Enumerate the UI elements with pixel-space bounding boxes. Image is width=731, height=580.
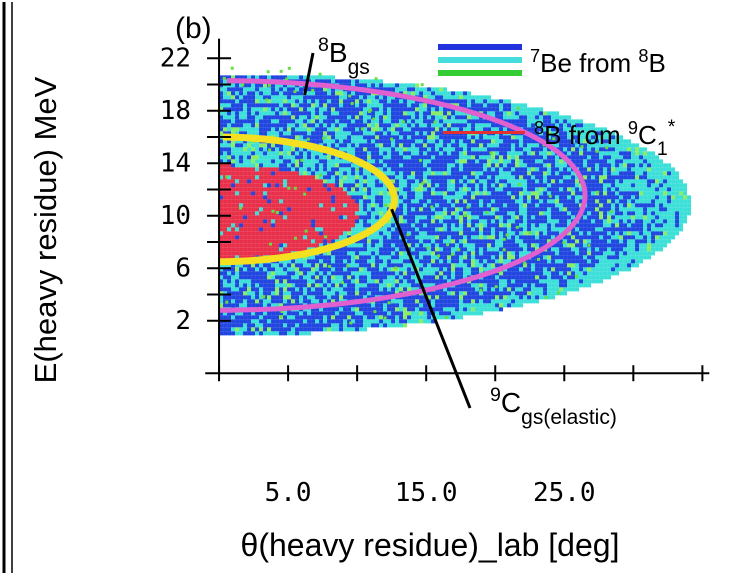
legend-swatch <box>438 44 522 50</box>
x-axis-label: θ(heavy residue)_lab [deg] <box>241 527 620 563</box>
legend-label-8b-mass2: 9 <box>628 118 638 138</box>
annotation-9c-gs-elastic-mass: 9 <box>490 384 501 406</box>
panel-label: (b) <box>175 12 212 45</box>
y-tick-label: 10 <box>160 201 191 231</box>
x-tick-label: 5.0 <box>265 478 312 508</box>
legend-label-7be-symbol: Be <box>540 48 572 78</box>
x-tick-label: 15.0 <box>395 478 458 508</box>
annotation-9c-gs-elastic-subscript: gs(elastic) <box>521 406 617 429</box>
annotation-8b-gs-subscript: gs <box>348 56 370 79</box>
annotation-9c-gs-elastic-symbol: C <box>501 387 521 418</box>
legend-swatch <box>443 131 525 134</box>
legend-label-8b-superscript2: * <box>668 116 676 138</box>
legend-swatch <box>438 70 522 76</box>
annotation-8b-gs-symbol: B <box>329 37 348 68</box>
legend-label-8b-text: from <box>561 120 627 150</box>
y-tick-label: 2 <box>175 306 191 336</box>
legend-label-7be-symbol2: B <box>649 48 666 78</box>
legend-label-7be-mass2: 8 <box>638 46 648 66</box>
y-tick-label: 18 <box>160 96 191 126</box>
y-tick-label: 14 <box>160 148 191 178</box>
annotation-8b-gs-mass: 8 <box>318 34 329 56</box>
legend-label-8b-subscript2: 1 <box>657 138 668 160</box>
y-tick-label: 22 <box>160 43 191 73</box>
legend-label-8b-mass: 8 <box>534 118 544 138</box>
legend-label-7be-mass: 7 <box>530 46 540 66</box>
y-axis-label: E(heavy residue) MeV <box>28 76 63 383</box>
legend-label-8b-symbol2: C <box>638 120 657 150</box>
legend-swatch <box>438 57 522 63</box>
legend-label-7be-text: from <box>572 48 638 78</box>
legend-label-8b-symbol: B <box>544 120 561 150</box>
x-tick-label: 25.0 <box>533 478 596 508</box>
y-tick-label: 6 <box>175 253 191 283</box>
